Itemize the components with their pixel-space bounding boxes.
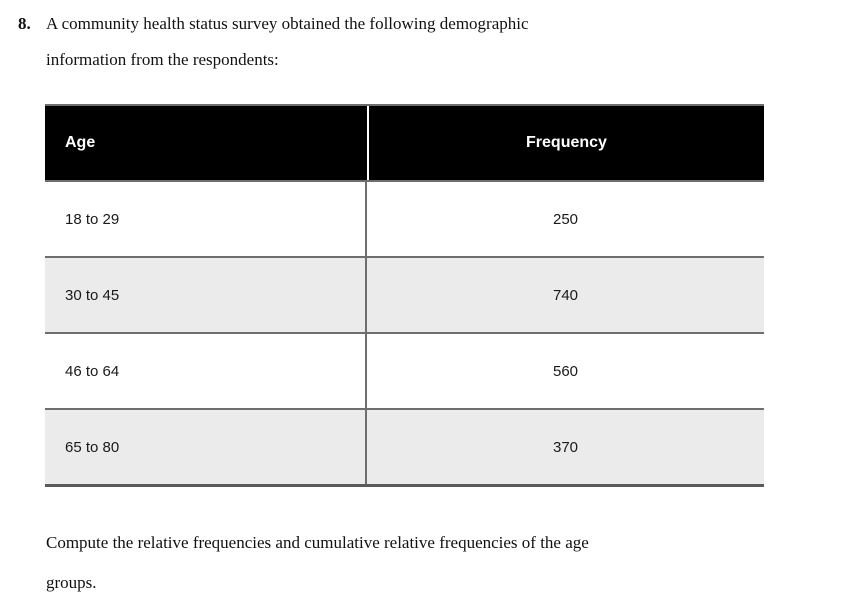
table-row: 65 to 80 370 [45,410,764,487]
column-header-frequency: Frequency [369,106,764,180]
age-cell: 65 to 80 [45,410,367,484]
question-line-2: information from the respondents: [46,50,279,69]
frequency-cell: 560 [552,362,579,380]
table-row: 46 to 64 560 [45,334,764,410]
frequency-cell: 740 [552,286,579,304]
table-header-row: Age Frequency [45,106,764,182]
frequency-table: Age Frequency 18 to 29 250 30 to 45 740 … [45,104,764,487]
frequency-cell: 250 [552,210,579,228]
instruction-text: Compute the relative frequencies and cum… [46,523,786,603]
age-cell: 18 to 29 [45,182,367,256]
question-text: A community health status survey obtaine… [46,6,529,78]
question-line-1: A community health status survey obtaine… [46,14,529,33]
column-header-age: Age [45,106,367,180]
question-block: 8. A community health status survey obta… [0,6,842,78]
table-row: 30 to 45 740 [45,258,764,334]
frequency-cell: 370 [552,438,579,456]
instruction-line-1: Compute the relative frequencies and cum… [46,533,589,552]
table-row: 18 to 29 250 [45,182,764,258]
age-cell: 30 to 45 [45,258,367,332]
instruction-line-2: groups. [46,573,97,592]
question-number: 8. [18,14,31,33]
age-cell: 46 to 64 [45,334,367,408]
